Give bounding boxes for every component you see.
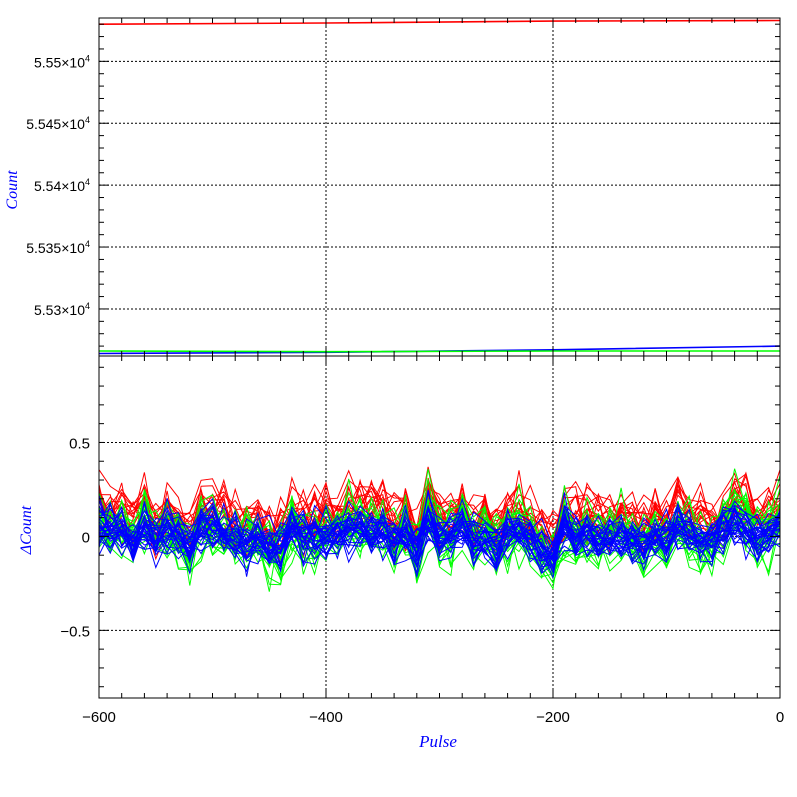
residual-series-line (98, 507, 781, 574)
bottom-y-tick-label: 0 (82, 529, 90, 546)
top-ticks: 5.53×104 5.535×104 5.54×104 5.545×104 5.55×1… (26, 18, 781, 356)
bottom-panel: −600 −400 −200 0 −0.5 0 0.5 ΔCount Pulse (18, 355, 784, 751)
top-y-tick-label: 5.54×104 (34, 177, 90, 194)
top-y-axis-label: Count (4, 170, 21, 210)
residual-series-line (98, 501, 781, 561)
bottom-y-axis-label: ΔCount (18, 505, 35, 555)
x-tick-label: −400 (309, 709, 343, 726)
x-tick-label: 0 (776, 709, 784, 726)
bottom-y-tick-label: −0.5 (60, 623, 90, 640)
residual-series-line (98, 500, 781, 574)
x-tick-label: −200 (536, 709, 570, 726)
bottom-series (98, 466, 781, 592)
residual-series-line (98, 504, 781, 562)
top-panel: 5.53×104 5.535×104 5.54×104 5.545×104 5.55×1… (4, 17, 781, 357)
top-y-tick-label: 5.535×104 (26, 239, 90, 256)
x-tick-label: −600 (82, 709, 116, 726)
bottom-ticks: −600 −400 −200 0 −0.5 0 0.5 (60, 356, 784, 726)
top-y-tick-label: 5.53×104 (34, 301, 90, 318)
top-y-tick-label: 5.545×104 (26, 115, 90, 132)
residual-series-line (98, 499, 781, 573)
top-plot-frame (98, 17, 781, 357)
residual-series-line (98, 501, 781, 574)
residual-series-line (98, 509, 781, 575)
residual-series-line (98, 505, 781, 572)
bottom-y-tick-label: 0.5 (69, 435, 90, 452)
residual-series-line (98, 506, 781, 569)
bottom-plot-frame (98, 355, 781, 699)
top-grid (99, 18, 780, 356)
top-y-tick-label: 5.55×104 (34, 53, 90, 70)
residual-series-line (98, 502, 781, 564)
top-series (98, 19, 781, 355)
x-axis-label: Pulse (418, 732, 457, 751)
